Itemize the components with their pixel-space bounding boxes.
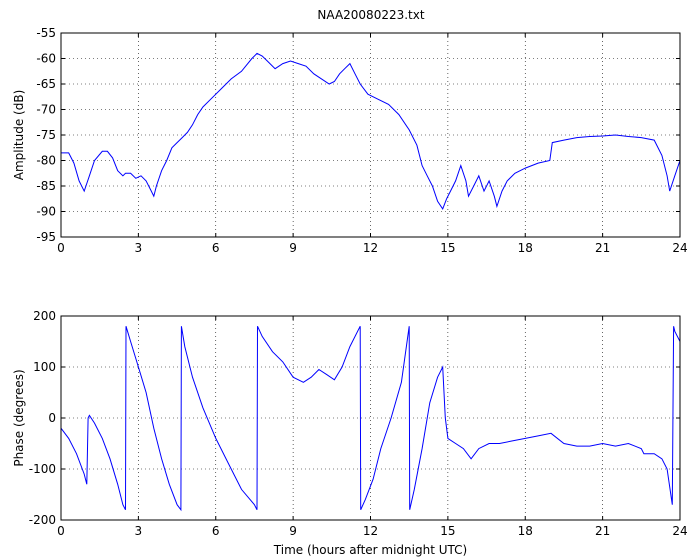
amplitude-x-tick-label: 18 xyxy=(518,241,533,255)
phase-x-tick-label: 9 xyxy=(289,524,297,538)
amplitude-x-tick-label: 12 xyxy=(363,241,378,255)
phase-x-tick-label: 15 xyxy=(440,524,455,538)
phase-y-axis-label: Phase (degrees) xyxy=(12,369,26,466)
amplitude-y-tick-label: -65 xyxy=(36,77,56,91)
phase-x-tick-label: 21 xyxy=(595,524,610,538)
amplitude-y-tick-label: -70 xyxy=(36,103,56,117)
amplitude-y-tick-label: -95 xyxy=(36,230,56,244)
amplitude-series-line xyxy=(61,52,681,210)
phase-series-line xyxy=(60,325,681,512)
amplitude-y-tick-label: -90 xyxy=(36,205,56,219)
phase-y-tick-label: -100 xyxy=(29,462,56,476)
amplitude-y-axis-label: Amplitude (dB) xyxy=(12,90,26,181)
phase-grid xyxy=(61,316,680,520)
phase-x-tick-label: 24 xyxy=(672,524,687,538)
amplitude-x-tick-label: 15 xyxy=(440,241,455,255)
amplitude-chart: 0 3 6 9 12 15 18 21 24 -95 -90 -85 -80 -75 -70 -65 -60 -5… xyxy=(12,26,688,255)
amplitude-grid xyxy=(61,33,680,237)
phase-y-tick-label: 200 xyxy=(33,309,56,323)
amplitude-x-tick-label: 24 xyxy=(672,241,687,255)
phase-x-tick-label: 6 xyxy=(212,524,220,538)
amplitude-x-tick-label: 0 xyxy=(57,241,65,255)
phase-x-axis-label: Time (hours after midnight UTC) xyxy=(273,543,467,557)
amplitude-y-tick-label: -85 xyxy=(36,179,56,193)
amplitude-y-tick-label: -60 xyxy=(36,52,56,66)
phase-y-tick-label: 0 xyxy=(48,411,56,425)
phase-x-tick-label: 0 xyxy=(57,524,65,538)
phase-x-tick-label: 3 xyxy=(135,524,143,538)
phase-chart: 0 3 6 9 12 15 18 21 24 -200 -100 0 100 200 Phase (deg… xyxy=(12,309,688,557)
phase-y-tick-label: 100 xyxy=(33,360,56,374)
amplitude-x-tick-label: 6 xyxy=(212,241,220,255)
amplitude-y-tick-label: -80 xyxy=(36,154,56,168)
amplitude-x-tick-label: 3 xyxy=(135,241,143,255)
phase-x-tick-label: 12 xyxy=(363,524,378,538)
phase-y-tick-label: -200 xyxy=(29,513,56,527)
amplitude-ticks: 0 3 6 9 12 15 18 21 24 -95 -90 -85 -80 -75 -70 -65 -60 -5… xyxy=(36,26,687,255)
phase-x-tick-label: 18 xyxy=(518,524,533,538)
chart-title: NAA20080223.txt xyxy=(317,8,424,22)
phase-ticks: 0 3 6 9 12 15 18 21 24 -200 -100 0 100 200 xyxy=(29,309,688,538)
amplitude-x-tick-label: 21 xyxy=(595,241,610,255)
amplitude-y-tick-label: -75 xyxy=(36,128,56,142)
amplitude-x-tick-label: 9 xyxy=(289,241,297,255)
amplitude-y-tick-label: -55 xyxy=(36,26,56,40)
